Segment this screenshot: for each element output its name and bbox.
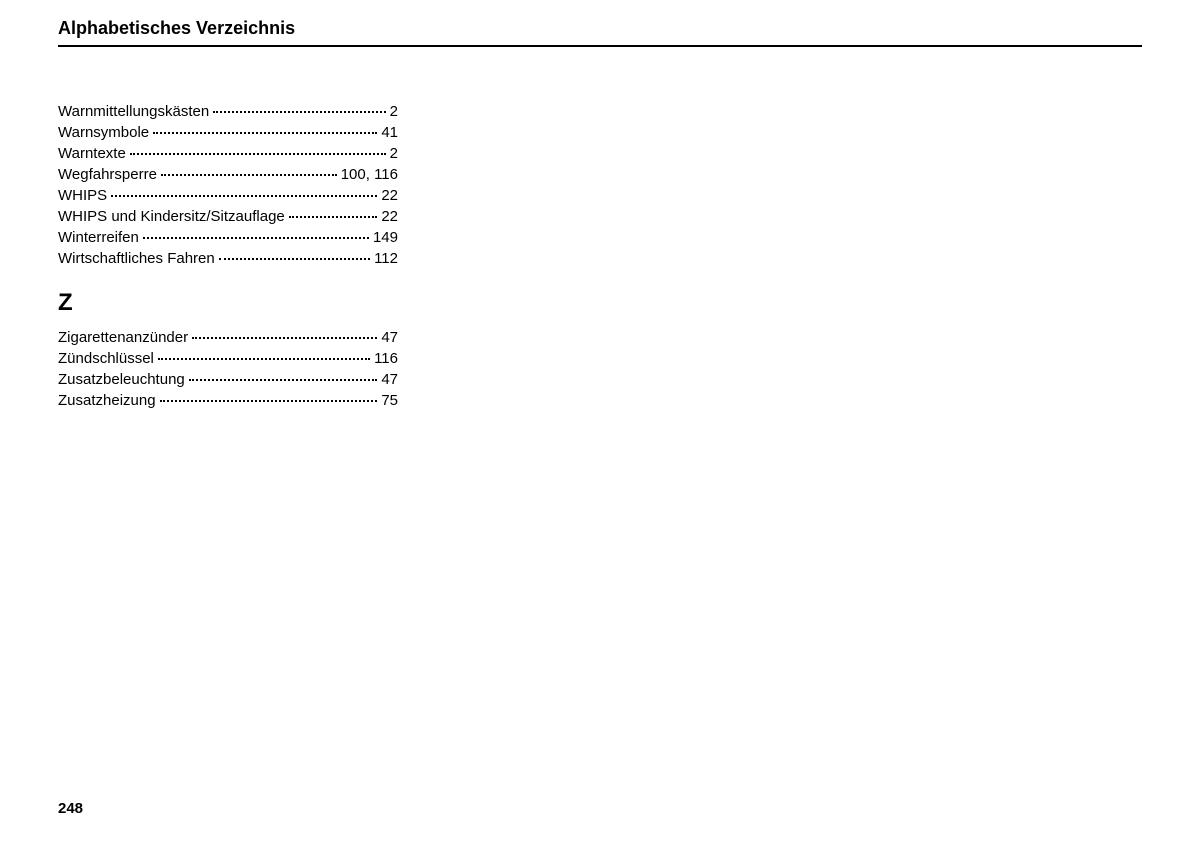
- index-entry: Zusatzbeleuchtung 47: [58, 371, 398, 388]
- entry-dots: [213, 111, 385, 113]
- entry-dots: [289, 216, 378, 218]
- index-entry: Zündschlüssel 116: [58, 350, 398, 367]
- index-entry: Zusatzheizung 75: [58, 392, 398, 409]
- index-entry: WHIPS 22: [58, 187, 398, 204]
- entry-dots: [160, 400, 378, 402]
- entry-page: 116: [374, 350, 398, 367]
- entry-dots: [161, 174, 337, 176]
- index-entry: Warnmittellungskästen 2: [58, 103, 398, 120]
- entry-term: WHIPS: [58, 187, 107, 204]
- index-entry: Zigarettenanzünder 47: [58, 329, 398, 346]
- index-content: Warnmittellungskästen 2 Warnsymbole 41 W…: [58, 103, 398, 409]
- page-number: 248: [58, 800, 83, 817]
- entry-dots: [158, 358, 370, 360]
- entry-term: Zusatzheizung: [58, 392, 156, 409]
- entry-dots: [143, 237, 369, 239]
- index-entry: Winterreifen 149: [58, 229, 398, 246]
- entry-term: Warnmittellungskästen: [58, 103, 209, 120]
- entry-term: Zusatzbeleuchtung: [58, 371, 185, 388]
- entry-page: 75: [381, 392, 398, 409]
- entry-term: Zigarettenanzünder: [58, 329, 188, 346]
- entry-dots: [111, 195, 377, 197]
- index-entry: Wegfahrsperre 100, 116: [58, 166, 398, 183]
- index-entry: Warntexte 2: [58, 145, 398, 162]
- entry-term: Zündschlüssel: [58, 350, 154, 367]
- entry-page: 47: [381, 371, 398, 388]
- index-entry: Wirtschaftliches Fahren 112: [58, 250, 398, 267]
- entry-dots: [192, 337, 377, 339]
- entry-page: 22: [381, 187, 398, 204]
- entry-page: 112: [374, 250, 398, 267]
- index-entry: Warnsymbole 41: [58, 124, 398, 141]
- header-title: Alphabetisches Verzeichnis: [58, 18, 1142, 39]
- entry-term: WHIPS und Kindersitz/Sitzauflage: [58, 208, 285, 225]
- entry-term: Warntexte: [58, 145, 126, 162]
- entry-page: 149: [373, 229, 398, 246]
- entry-dots: [153, 132, 377, 134]
- entry-page: 47: [381, 329, 398, 346]
- entry-dots: [130, 153, 386, 155]
- entry-term: Warnsymbole: [58, 124, 149, 141]
- entry-page: 2: [390, 145, 398, 162]
- entry-page: 22: [381, 208, 398, 225]
- entry-dots: [189, 379, 378, 381]
- entry-page: 100, 116: [341, 166, 398, 183]
- entry-page: 2: [390, 103, 398, 120]
- entry-term: Winterreifen: [58, 229, 139, 246]
- entry-term: Wegfahrsperre: [58, 166, 157, 183]
- entry-term: Wirtschaftliches Fahren: [58, 250, 215, 267]
- entry-dots: [219, 258, 370, 260]
- index-entry: WHIPS und Kindersitz/Sitzauflage 22: [58, 208, 398, 225]
- page-header: Alphabetisches Verzeichnis: [58, 18, 1142, 47]
- entry-page: 41: [381, 124, 398, 141]
- section-letter-z: Z: [58, 289, 398, 317]
